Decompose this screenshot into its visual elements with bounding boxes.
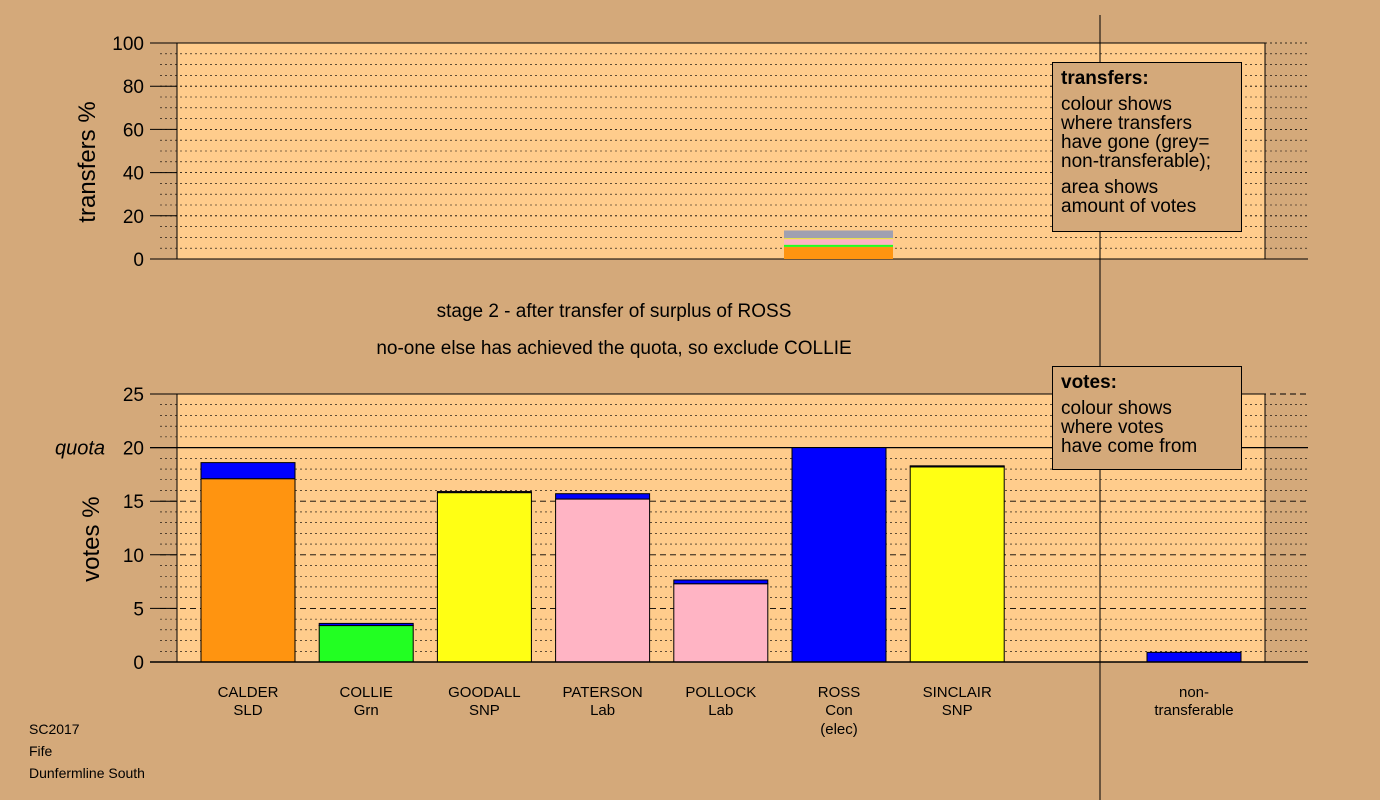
transfers-tick-label: 40 (123, 164, 144, 185)
footer-election: SC2017 (29, 721, 80, 737)
votes-legend-line: have come from (1061, 436, 1198, 457)
votes-legend: votes: colour shows where votes have com… (1052, 366, 1242, 470)
stage-note: no-one else has achieved the quota, so e… (376, 338, 852, 359)
nontransferable-bar-segment (1146, 651, 1242, 663)
candidate-party-label: Con (825, 702, 853, 719)
votes-bar-segment (436, 492, 532, 663)
transfers-legend-line: where transfers (1061, 113, 1192, 134)
votes-bar-segment (200, 478, 296, 663)
transfers-legend: transfers: colour shows where transfers … (1052, 62, 1242, 232)
candidate-party-label: SNP (469, 702, 500, 719)
votes-axis-label: votes % (78, 496, 105, 581)
transfers-bar-segment (784, 244, 893, 247)
votes-bar-segment (673, 579, 769, 585)
transfers-legend-line: area shows (1061, 177, 1159, 198)
candidate-name-label: PATERSON (562, 684, 642, 701)
candidate-party-label: Lab (708, 702, 733, 719)
transfers-tick-label: 20 (123, 207, 144, 228)
votes-tick-label: 25 (123, 385, 144, 406)
candidate-name-label: GOODALL (448, 684, 521, 701)
transfers-legend-line: have gone (grey= (1061, 132, 1210, 153)
transfers-bar-segment (784, 239, 893, 245)
votes-tick-label: 10 (123, 546, 144, 567)
candidate-name-label: POLLOCK (685, 684, 756, 701)
votes-tick-label: 20 (123, 439, 144, 460)
footer-council: Fife (29, 743, 53, 759)
votes-bar-segment (909, 465, 1005, 468)
votes-bar-segment (555, 498, 651, 663)
votes-bar-segment (318, 622, 414, 627)
votes-tick-label: 15 (123, 492, 144, 513)
transfers-legend-title: transfers: (1061, 68, 1149, 89)
candidate-party-label: SLD (233, 702, 262, 719)
votes-legend-line: where votes (1061, 417, 1164, 438)
votes-bar-segment (318, 625, 414, 663)
candidate-name-label: CALDER (218, 684, 279, 701)
candidate-party-label: SNP (942, 702, 973, 719)
transfers-bar-segment (784, 238, 893, 240)
transfers-bar-segment (784, 246, 893, 259)
votes-bar-segment (673, 583, 769, 663)
votes-legend-line: colour shows (1061, 398, 1172, 419)
transfers-legend-line: colour shows (1061, 94, 1172, 115)
transfers-legend-line: amount of votes (1061, 196, 1197, 217)
candidate-party-label: Grn (354, 702, 379, 719)
votes-bar-segment (200, 462, 296, 480)
votes-bar-segment (909, 466, 1005, 663)
nontransferable-label: non- (1179, 684, 1209, 701)
votes-bar-segment (791, 447, 887, 663)
nontransferable-label: transferable (1154, 702, 1233, 719)
footer-ward: Dunfermline South (29, 765, 145, 781)
votes-bar-segment (555, 493, 651, 500)
stage-title: stage 2 - after transfer of surplus of R… (436, 301, 792, 322)
transfers-bar-segment (784, 230, 893, 239)
quota-label: quota (55, 438, 105, 460)
transfers-tick-label: 60 (123, 120, 144, 141)
candidate-name-label: COLLIE (340, 684, 393, 701)
transfers-legend-line: non-transferable); (1061, 151, 1211, 172)
candidate-name-label: ROSS (818, 684, 861, 701)
votes-bar-segment (436, 491, 532, 494)
candidate-party-label: Lab (590, 702, 615, 719)
transfers-tick-label: 100 (112, 34, 144, 55)
transfers-tick-label: 0 (133, 250, 144, 271)
candidate-name-label: SINCLAIR (923, 684, 992, 701)
candidate-status-label: (elec) (820, 721, 858, 738)
votes-tick-label: 5 (133, 599, 144, 620)
votes-tick-label: 0 (133, 653, 144, 674)
votes-legend-title: votes: (1061, 372, 1117, 393)
transfers-tick-label: 80 (123, 77, 144, 98)
transfers-axis-label: transfers % (74, 101, 101, 222)
